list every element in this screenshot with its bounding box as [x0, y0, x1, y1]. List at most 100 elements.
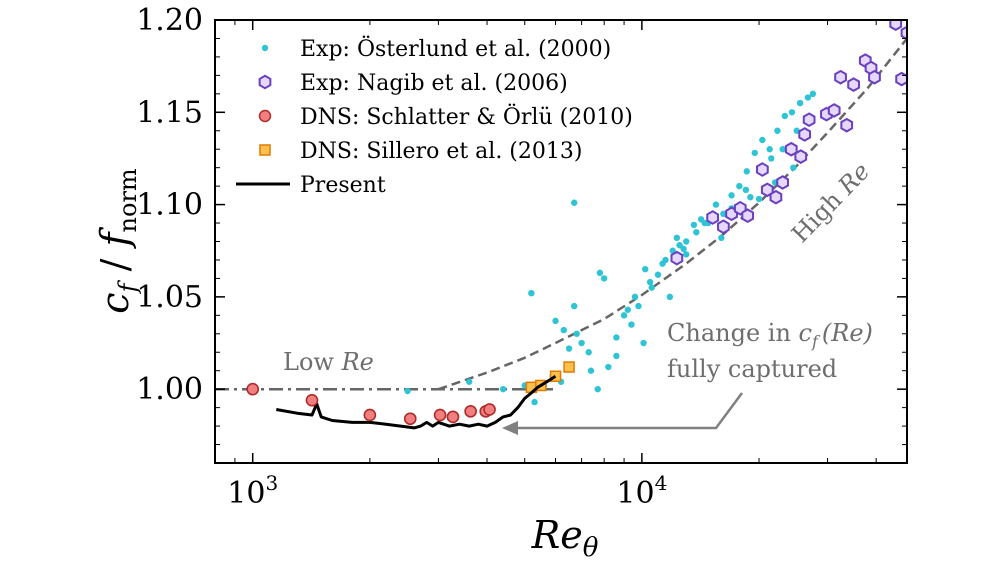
- series-0-point: [768, 155, 775, 162]
- x-title-main: Re: [531, 513, 583, 557]
- y-tick-label: 1.20: [136, 3, 203, 38]
- annotation-prefix: Change in: [667, 319, 799, 347]
- series-1-point: [769, 189, 783, 205]
- series-0-point: [466, 378, 473, 385]
- dns-schlatter-point: [363, 408, 377, 422]
- dns-schlatter-point: [483, 403, 496, 416]
- series-0-point: [573, 330, 580, 337]
- annotation-paren: (Re): [822, 319, 873, 347]
- y-tick-label: 1.10: [136, 188, 203, 223]
- dns-schlatter-point: [246, 382, 259, 396]
- x-tick-label: 103: [227, 471, 278, 511]
- y-tick-label: 1.05: [136, 280, 203, 315]
- series-1-point: [900, 25, 907, 41]
- series-0-point: [743, 168, 750, 175]
- series-0-point: [666, 293, 674, 301]
- series-0-point: [690, 221, 698, 229]
- series-0-point: [594, 385, 601, 393]
- series-0-point: [578, 339, 585, 347]
- present-line: [276, 374, 557, 430]
- legend-label: Present: [300, 173, 386, 198]
- series-0-point: [648, 284, 655, 291]
- dns-schlatter-point: [404, 412, 417, 425]
- x-title-sub: θ: [583, 533, 599, 563]
- series-0-point: [596, 269, 604, 277]
- series-1-point: [706, 210, 720, 225]
- series-0-point: [701, 219, 708, 227]
- annotation-c: c: [799, 319, 812, 347]
- series-0-point: [766, 146, 773, 153]
- series-0-point: [605, 363, 612, 371]
- series-1-point: [784, 141, 798, 157]
- series-0-point: [635, 302, 642, 310]
- series-1-point: [868, 69, 881, 85]
- series-0-point: [728, 192, 735, 199]
- series-0-point: [570, 302, 578, 310]
- legend-label: Exp: Österlund et al. (2000): [300, 35, 611, 62]
- series-0-point: [404, 387, 411, 395]
- series-0-point: [781, 112, 789, 120]
- series-0-point: [646, 278, 654, 286]
- series-0-point: [779, 146, 786, 153]
- series-0-point: [683, 238, 690, 245]
- series-0-point: [587, 367, 595, 374]
- series-0-point: [654, 271, 662, 278]
- series-0-point: [499, 385, 507, 393]
- series-1-point: [802, 112, 816, 128]
- legend-label: DNS: Schlatter & Örlü (2010): [300, 103, 633, 130]
- dns-schlatter-point: [464, 405, 477, 418]
- series-0-point: [683, 251, 690, 258]
- annotation-line1: Change in cf (Re): [667, 319, 873, 351]
- series-1-point: [834, 69, 847, 85]
- series-0-point: [552, 317, 559, 325]
- series-0-point: [613, 334, 620, 341]
- y-title-c: c: [93, 292, 137, 313]
- annotation-line2: fully captured: [667, 355, 837, 383]
- plot-area: [215, 20, 907, 430]
- series-1-point: [717, 219, 730, 235]
- annotation-c-sub: f: [811, 332, 821, 351]
- series-1-point: [760, 182, 774, 198]
- legend-marker-square: [259, 144, 271, 156]
- series-0-point: [570, 199, 578, 206]
- series-0-point: [640, 339, 647, 347]
- series-0-point: [755, 195, 763, 203]
- series-0-point: [788, 109, 796, 116]
- x-tick-label: 104: [616, 471, 667, 511]
- series-0-point: [585, 349, 592, 356]
- annotation-arrowhead: [502, 421, 518, 435]
- y-axis-title: cf / fnorm: [93, 168, 142, 314]
- low-re-label: Low Re: [283, 348, 374, 376]
- series-0-point: [790, 164, 797, 171]
- dns-schlatter-point: [433, 408, 447, 422]
- low-re-prefix: Low: [283, 348, 342, 376]
- series-1-point: [895, 71, 907, 87]
- series-1-point: [840, 117, 854, 133]
- series-0-point: [531, 398, 538, 406]
- series-0-point: [742, 186, 750, 194]
- series-1-point: [670, 250, 684, 266]
- legend: Exp: Österlund et al. (2000) Exp: Nagib e…: [236, 35, 633, 198]
- series-0-point: [712, 201, 720, 208]
- series-0-point: [659, 260, 666, 267]
- legend-label: Exp: Nagib et al. (2006): [300, 71, 568, 96]
- series-0-point: [796, 99, 804, 107]
- series-0-point: [628, 321, 635, 328]
- series-0-point: [804, 94, 812, 101]
- series-0-point: [809, 90, 817, 98]
- annotation-arrow: [515, 392, 744, 430]
- series-0-point: [528, 289, 535, 297]
- dns-schlatter-point: [446, 410, 460, 424]
- series-3-point: [563, 361, 575, 373]
- y-title-f-sub: norm: [114, 168, 142, 232]
- y-title-slash: /: [93, 247, 137, 284]
- series-0-point: [720, 210, 727, 218]
- series-0-point: [736, 182, 743, 190]
- series-0-point: [680, 245, 687, 253]
- series-0-point: [624, 306, 631, 313]
- y-tick-label: 1.15: [136, 95, 203, 130]
- x-axis-title: Reθ: [531, 513, 599, 563]
- series-1-point: [794, 149, 808, 164]
- series-0-point: [774, 127, 781, 134]
